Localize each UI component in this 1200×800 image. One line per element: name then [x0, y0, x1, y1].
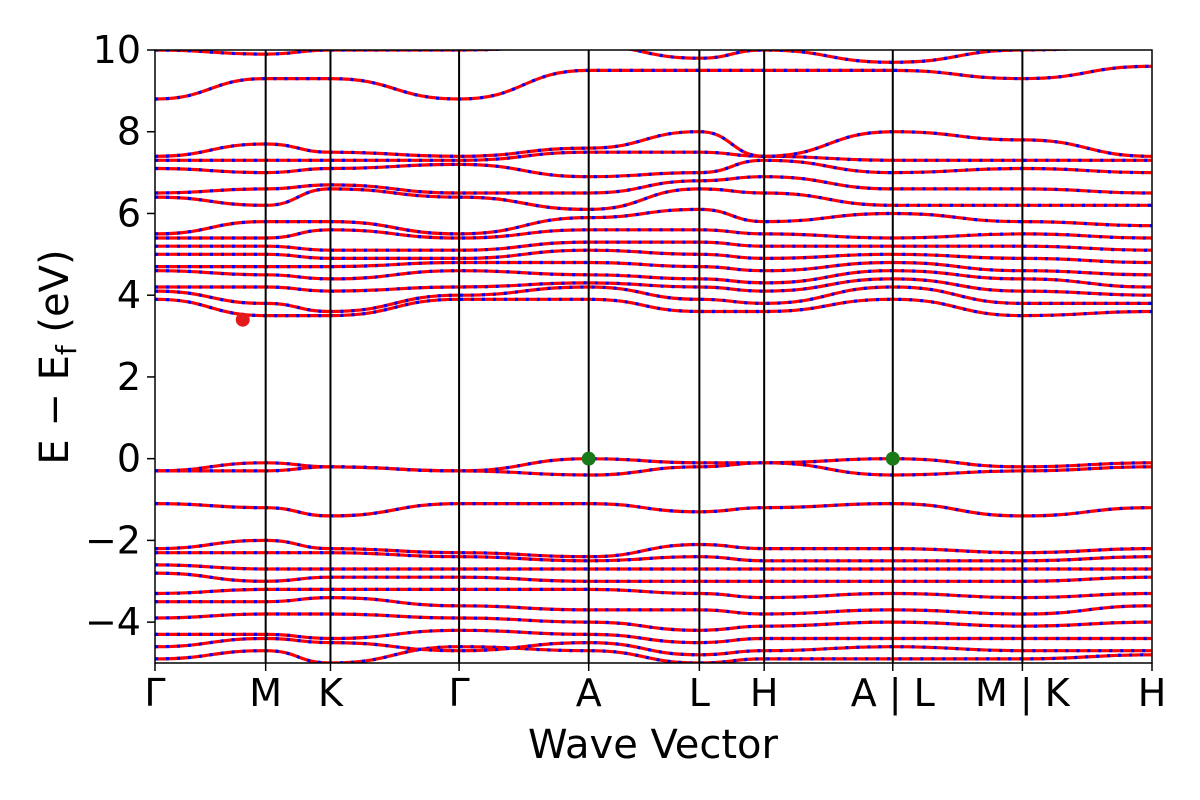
- x-tick-label: A: [576, 671, 602, 715]
- x-tick-label: K: [318, 671, 344, 715]
- band-line-overlay: [155, 551, 1152, 563]
- plot-frame: [154, 49, 1153, 664]
- band-line-overlay: [155, 150, 1152, 162]
- band-line: [155, 187, 1152, 212]
- special-point: [581, 451, 596, 466]
- x-tick-label: L: [689, 671, 710, 715]
- high-symmetry-lines: [264, 50, 1024, 663]
- band-line-overlay: [155, 248, 1152, 265]
- band-line-overlay: [155, 571, 1152, 583]
- band-line-overlay: [155, 645, 1152, 663]
- band-line-overlay: [155, 636, 1152, 657]
- special-point: [235, 312, 250, 327]
- band-line-overlay: [155, 260, 1152, 277]
- band-line: [155, 130, 1152, 158]
- x-tick-label: H: [1138, 671, 1167, 715]
- band-line-overlay: [155, 538, 1152, 559]
- y-axis-title-main: E − E: [32, 355, 78, 465]
- band-line-overlay: [155, 285, 1152, 314]
- x-tick-label: Γ: [448, 671, 469, 715]
- band-line-overlay: [155, 612, 1152, 632]
- x-tick-label: M: [249, 671, 282, 715]
- x-axis-title: Wave Vector: [528, 722, 779, 768]
- band-line-overlay: [155, 277, 1152, 297]
- x-tick-label: Γ: [144, 671, 165, 715]
- y-axis-title: E − Ef (eV): [32, 249, 83, 464]
- band-line: [155, 64, 1152, 101]
- y-tick-label: 6: [117, 191, 141, 235]
- y-tick-label: 10: [93, 28, 141, 72]
- y-tick-label: −2: [85, 518, 141, 562]
- band-line-overlay: [155, 457, 1152, 473]
- band-line-overlay: [155, 628, 1152, 645]
- y-tick-label: 4: [117, 273, 141, 317]
- bands-layer: [155, 50, 1152, 663]
- x-tick-label: M | K: [975, 671, 1071, 716]
- band-line-overlay: [155, 207, 1152, 236]
- band-line: [155, 158, 1152, 179]
- x-tick-label: A | L: [851, 671, 935, 716]
- band-line-overlay: [155, 228, 1152, 240]
- special-point: [885, 451, 900, 466]
- band-line-overlay: [155, 50, 1081, 64]
- band-line-overlay: [155, 587, 1152, 600]
- band-line: [155, 297, 1152, 318]
- band-line-overlay: [155, 595, 1152, 616]
- y-axis-title-subscript: f: [50, 344, 83, 355]
- y-tick-label: −4: [85, 600, 141, 644]
- band-line-overlay: [155, 269, 1152, 289]
- band-line-overlay: [155, 240, 1152, 252]
- band-line-overlay: [155, 461, 1152, 477]
- band-line-overlay: [155, 501, 1152, 518]
- special-points: [235, 312, 900, 466]
- band-line-overlay: [155, 175, 1152, 195]
- band-line: [155, 563, 1152, 571]
- y-axis: 10 8 6 4 2 0 −2 −4: [85, 28, 155, 644]
- y-axis-title-unit: (eV): [32, 249, 78, 345]
- y-tick-label: 2: [117, 355, 141, 399]
- y-tick-label: 0: [117, 437, 141, 481]
- y-tick-label: 8: [117, 110, 141, 154]
- x-tick-label: H: [750, 671, 779, 715]
